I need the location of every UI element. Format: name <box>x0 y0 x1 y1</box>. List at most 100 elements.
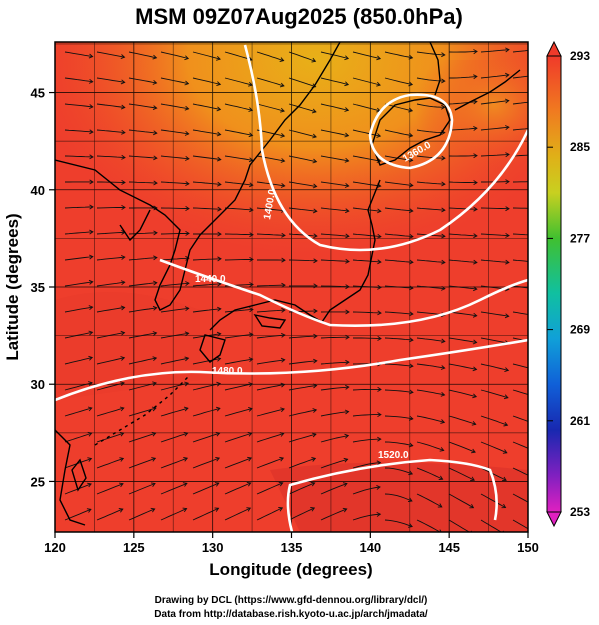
colorbar-tick-label: 285 <box>570 140 590 154</box>
streamline-arrow <box>344 183 350 188</box>
streamline <box>224 358 253 365</box>
streamline <box>192 103 221 110</box>
streamline <box>64 306 93 313</box>
streamline-arrow <box>278 481 284 487</box>
streamline-arrow <box>120 356 126 361</box>
streamline <box>448 233 477 237</box>
streamline-arrow <box>377 259 382 265</box>
streamline <box>512 285 528 289</box>
streamline-arrow <box>281 307 286 313</box>
streamline <box>384 493 413 502</box>
streamline-arrow <box>535 422 539 426</box>
streamline-arrow <box>537 233 541 237</box>
streamline-arrow <box>377 436 382 442</box>
streamline <box>64 331 93 339</box>
streamline-arrow <box>505 47 510 53</box>
streamline-arrow <box>409 208 414 214</box>
streamline-arrow <box>505 233 510 238</box>
streamline-arrow <box>120 330 126 336</box>
streamline-arrow <box>184 381 190 387</box>
y-axis: 25 30 35 40 45 <box>31 86 55 489</box>
streamline <box>96 103 125 108</box>
streamline-arrow <box>153 205 158 211</box>
streamline <box>96 129 125 134</box>
coastline-taiwan <box>71 458 87 492</box>
streamline <box>352 51 381 60</box>
streamline-arrow <box>247 431 253 437</box>
streamline-arrow <box>311 57 317 63</box>
streamline-arrow <box>408 523 413 528</box>
streamline-arrow <box>344 55 350 61</box>
streamline-arrow <box>408 182 414 188</box>
streamline <box>512 75 528 79</box>
streamline-arrow <box>471 421 477 426</box>
streamline-arrow <box>312 408 318 413</box>
streamline <box>160 257 189 261</box>
streamline-arrow <box>343 457 349 463</box>
streamline <box>416 337 445 342</box>
credit-drawing: Drawing by DCL (https://www.gfd-dennou.o… <box>155 595 428 606</box>
streamline <box>160 77 189 85</box>
streamline-arrow <box>249 232 254 238</box>
streamline <box>224 432 252 443</box>
streamline-arrow <box>408 54 414 60</box>
streamline <box>480 311 509 317</box>
streamline-arrow <box>281 282 286 288</box>
streamline-arrow <box>151 457 157 462</box>
streamline-arrow <box>471 448 476 454</box>
streamline <box>352 259 381 263</box>
colorbar: 293 285 277 269 261 253 <box>546 40 590 528</box>
streamline-arrow <box>249 207 254 213</box>
streamline <box>288 207 317 212</box>
streamline <box>512 259 528 262</box>
streamline-arrow <box>534 477 538 481</box>
streamline <box>256 233 286 236</box>
streamline-arrow <box>121 180 126 185</box>
streamline <box>352 462 381 469</box>
streamline-arrow <box>472 312 478 318</box>
contour-1440 <box>159 258 528 328</box>
streamline <box>224 383 253 391</box>
streamline-arrow <box>185 156 190 161</box>
streamline <box>128 103 157 109</box>
streamline <box>448 207 478 210</box>
streamline-arrow <box>281 232 286 238</box>
streamline <box>96 508 123 521</box>
streamline-arrow <box>377 412 382 417</box>
streamline <box>160 482 188 495</box>
streamline-arrow <box>184 356 190 362</box>
streamline-arrow <box>89 104 94 110</box>
y-tick-label: 40 <box>31 183 45 198</box>
streamline-arrow <box>312 158 318 164</box>
streamline <box>64 432 92 443</box>
streamline <box>320 458 348 469</box>
streamline <box>64 129 93 133</box>
streamline <box>128 457 156 469</box>
streamline <box>128 407 157 417</box>
streamline-arrow <box>121 205 126 210</box>
streamline-arrow <box>280 382 286 388</box>
streamline-arrow <box>87 431 93 437</box>
streamline <box>128 181 158 184</box>
streamline <box>288 103 317 113</box>
streamline-arrow <box>537 260 541 264</box>
streamline <box>288 51 316 62</box>
streamline <box>448 493 474 509</box>
streamline-arrow <box>503 421 509 427</box>
streamline-arrow <box>441 259 446 265</box>
streamline <box>320 259 350 262</box>
streamline-arrow <box>409 337 414 343</box>
streamline-arrow <box>505 259 510 265</box>
streamline-arrow <box>248 107 254 112</box>
streamline <box>256 334 285 339</box>
streamline-arrow <box>470 476 475 481</box>
streamline <box>320 77 349 86</box>
streamline-arrow <box>501 503 507 509</box>
streamline <box>224 77 253 86</box>
streamline <box>128 432 156 443</box>
streamline-arrow <box>345 334 350 340</box>
streamline <box>160 181 189 185</box>
y-tick-label: 35 <box>31 280 45 295</box>
streamline-arrow <box>121 154 126 160</box>
map-area: 1360.0 1400.0 1440.0 1480.0 1520.0 <box>55 42 541 532</box>
